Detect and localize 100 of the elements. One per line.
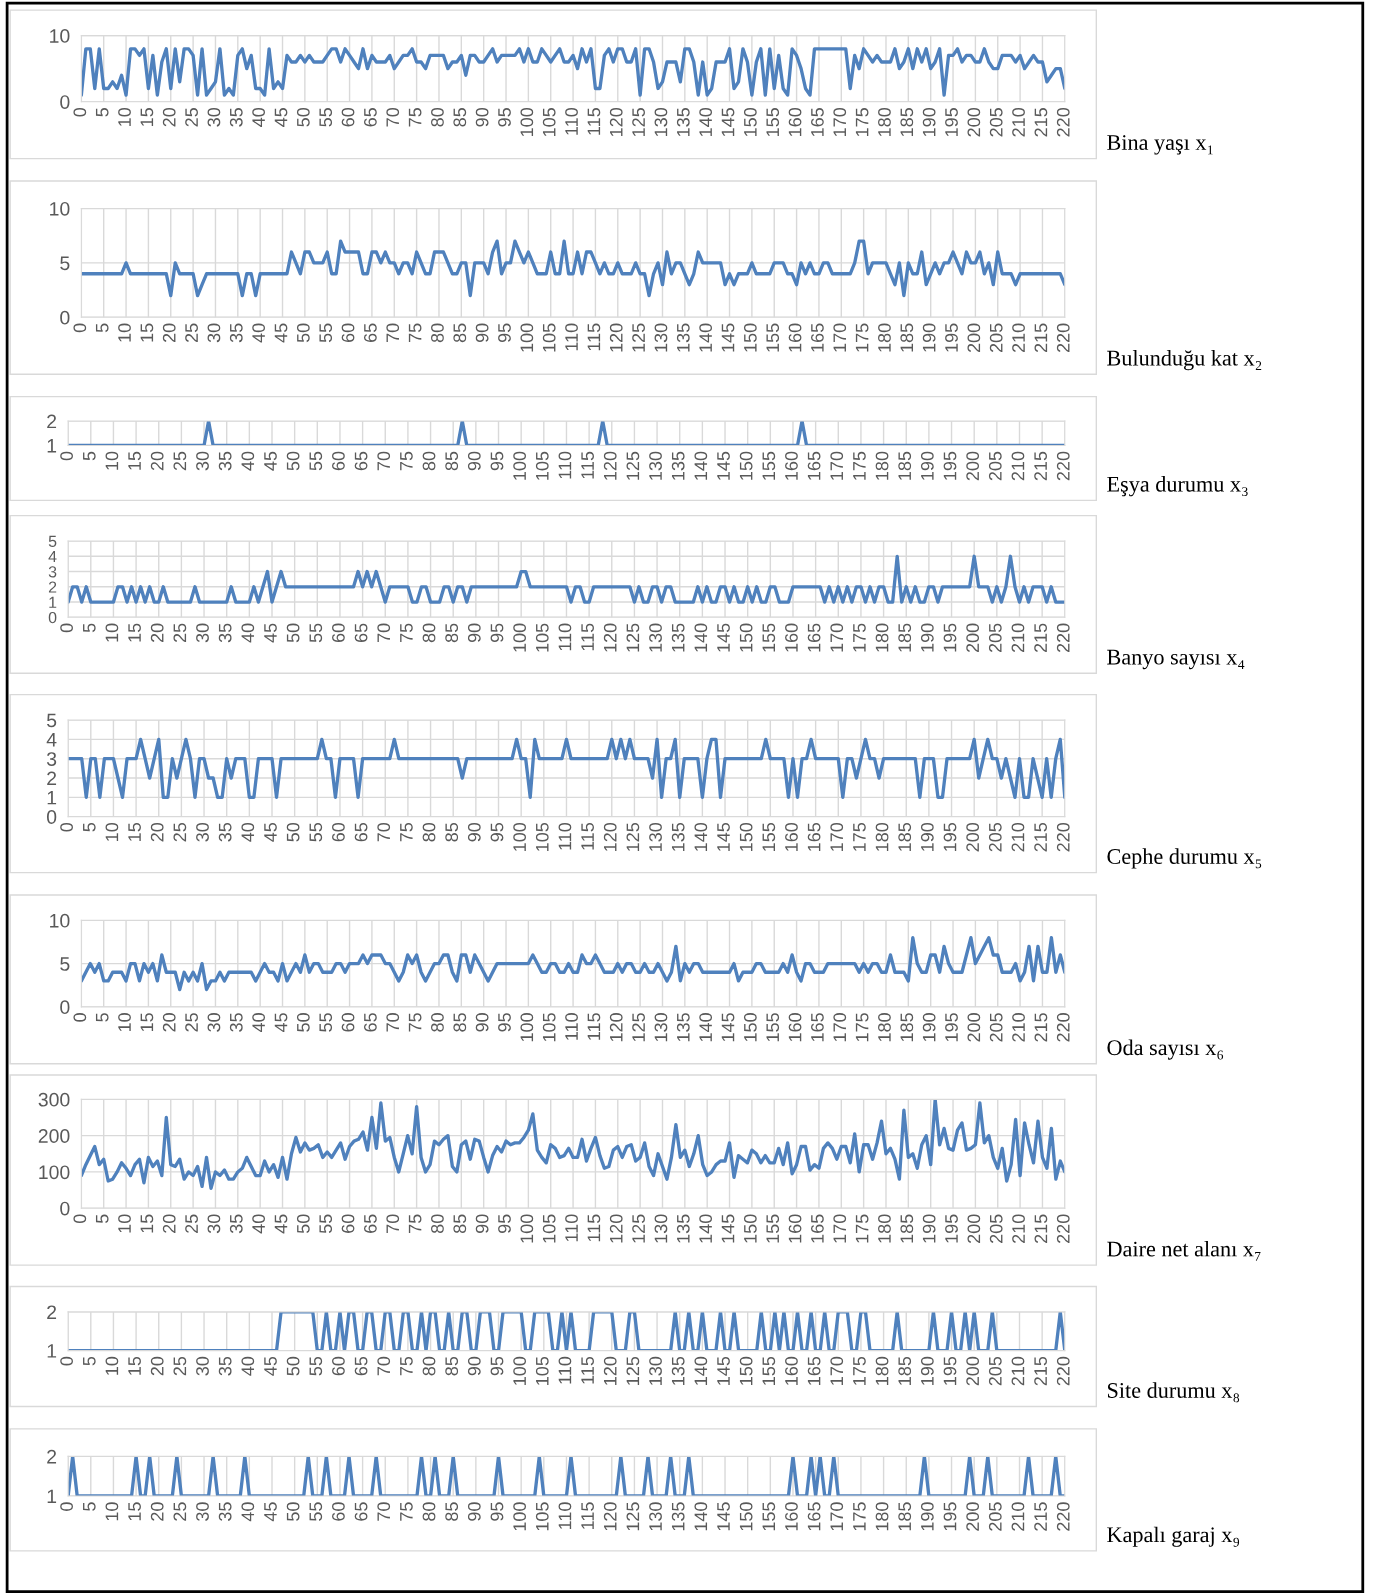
x-tick-label: 170 — [833, 1013, 847, 1042]
x-tick-label: 185 — [898, 1356, 912, 1385]
x-tick-label: 115 — [587, 108, 601, 135]
x-tick-label: 180 — [875, 451, 889, 480]
y-tick-label: 10 — [50, 29, 70, 43]
x-tick-label: 205 — [989, 108, 1003, 137]
x-tick-label: 105 — [535, 451, 549, 480]
x-tick-label: 45 — [264, 1502, 277, 1522]
x-tick-label: 30 — [196, 623, 209, 643]
x-tick-label: 155 — [766, 1214, 780, 1243]
x-tick-label: 100 — [520, 323, 534, 352]
x-tick-label: 180 — [878, 323, 891, 352]
x-tick-label: 20 — [162, 107, 176, 127]
x-tick-label: 35 — [218, 1356, 232, 1376]
x-tick-label: 120 — [609, 323, 623, 352]
x-tick-label: 15 — [128, 1502, 141, 1521]
x-tick-label: 15 — [128, 1356, 141, 1375]
x-tick-label: 5 — [83, 1502, 96, 1511]
x-tick-label: 190 — [922, 1013, 936, 1042]
x-tick-label: 220 — [1056, 1214, 1070, 1243]
x-tick-label: 120 — [609, 1013, 623, 1042]
x-tick-label: 150 — [743, 1013, 757, 1042]
x-tick-label: 205 — [989, 323, 1003, 353]
x-tick-label: 145 — [717, 822, 730, 851]
x-tick-label: 80 — [431, 1214, 444, 1234]
x-tick-label: 150 — [743, 1214, 757, 1243]
y-tick-label: 5 — [46, 713, 57, 728]
x-tick-label: 145 — [721, 108, 735, 136]
x-tick-label: 130 — [654, 107, 668, 136]
x-tick-label: 215 — [1034, 1013, 1048, 1042]
x-tick-label: 155 — [766, 1013, 780, 1042]
x-tick-label: 130 — [654, 1214, 668, 1243]
x-tick-label: 135 — [671, 1502, 685, 1531]
x-tick-label: 220 — [1056, 323, 1070, 353]
x-tick-label: 20 — [150, 623, 164, 643]
x-tick-label: 85 — [453, 1214, 467, 1234]
x-tick-label: 95 — [498, 1214, 511, 1233]
x-tick-label: 215 — [1034, 1356, 1047, 1386]
x-tick-label: 155 — [762, 822, 776, 851]
x-tick-label: 90 — [475, 1214, 489, 1233]
x-tick-label: 0 — [73, 323, 87, 333]
x-tick-label: 15 — [140, 1013, 154, 1032]
x-tick-label: 70 — [386, 1013, 400, 1032]
x-tick-label: 215 — [1034, 1214, 1048, 1243]
x-tick-label: 60 — [332, 822, 345, 842]
x-axis-title: Daire net alanı x₇ — [1107, 1240, 1261, 1261]
x-tick-label: 205 — [989, 1214, 1003, 1243]
x-tick-label: 35 — [218, 451, 232, 471]
x-tick-label: 55 — [319, 323, 333, 343]
x-tick-label: 35 — [229, 1214, 243, 1234]
x-tick-label: 90 — [467, 1502, 481, 1521]
x-tick-label: 70 — [377, 623, 391, 643]
x-tick-label: 60 — [341, 1013, 355, 1032]
x-tick-label: 190 — [920, 822, 934, 851]
x-tick-label: 160 — [785, 1502, 798, 1531]
x-tick-label: 105 — [542, 108, 556, 136]
x-tick-label: 110 — [565, 1013, 578, 1040]
x-tick-label: 40 — [241, 822, 255, 842]
x-tick-label: 140 — [694, 1356, 708, 1385]
x-tick-label: 215 — [1034, 822, 1047, 852]
x-tick-label: 45 — [264, 1356, 277, 1376]
x-tick-label: 170 — [833, 1214, 847, 1243]
y-tick-label: 2 — [48, 581, 57, 593]
x-tick-label: 65 — [354, 822, 368, 842]
y-tick-label: 5 — [60, 957, 70, 971]
x-tick-label: 50 — [286, 451, 300, 471]
x-tick-label: 145 — [717, 1356, 730, 1385]
x-tick-label: 30 — [196, 1502, 209, 1521]
x-tick-label: 20 — [150, 1502, 164, 1521]
x-tick-label: 120 — [609, 107, 623, 136]
line-series — [68, 737, 1065, 799]
x-tick-label: 145 — [717, 451, 730, 480]
x-tick-label: 90 — [475, 1013, 489, 1032]
x-tick-label: 135 — [671, 451, 685, 480]
x-tick-label: 210 — [1012, 1013, 1025, 1042]
x-tick-label: 105 — [542, 1214, 556, 1243]
x-tick-label: 95 — [498, 323, 511, 343]
x-tick-label: 185 — [900, 1214, 914, 1243]
x-tick-label: 45 — [274, 1013, 288, 1033]
x-tick-label: 75 — [408, 323, 422, 343]
x-tick-label: 75 — [400, 1356, 413, 1376]
x-tick-label: 85 — [445, 1502, 459, 1521]
y-tick-label: 2 — [47, 414, 57, 429]
y-tick-label: 1 — [47, 1489, 57, 1504]
x-tick-label: 180 — [875, 1356, 889, 1385]
x-tick-label: 220 — [1056, 623, 1070, 653]
x-tick-label: 95 — [490, 451, 504, 471]
x-tick-label: 80 — [422, 1502, 436, 1521]
x-tick-label: 100 — [520, 107, 534, 136]
x-tick-label: 10 — [105, 1502, 119, 1521]
x-tick-label: 130 — [649, 1502, 662, 1531]
x-tick-label: 65 — [354, 1356, 368, 1376]
x-tick-label: 40 — [241, 451, 255, 471]
x-tick-label: 160 — [788, 107, 802, 136]
x-tick-label: 115 — [587, 323, 601, 351]
x-tick-label: 120 — [603, 822, 617, 851]
x-tick-label: 50 — [286, 822, 300, 842]
x-tick-label: 30 — [196, 1356, 209, 1376]
x-tick-label: 165 — [807, 1356, 821, 1385]
x-tick-label: 85 — [445, 822, 459, 842]
